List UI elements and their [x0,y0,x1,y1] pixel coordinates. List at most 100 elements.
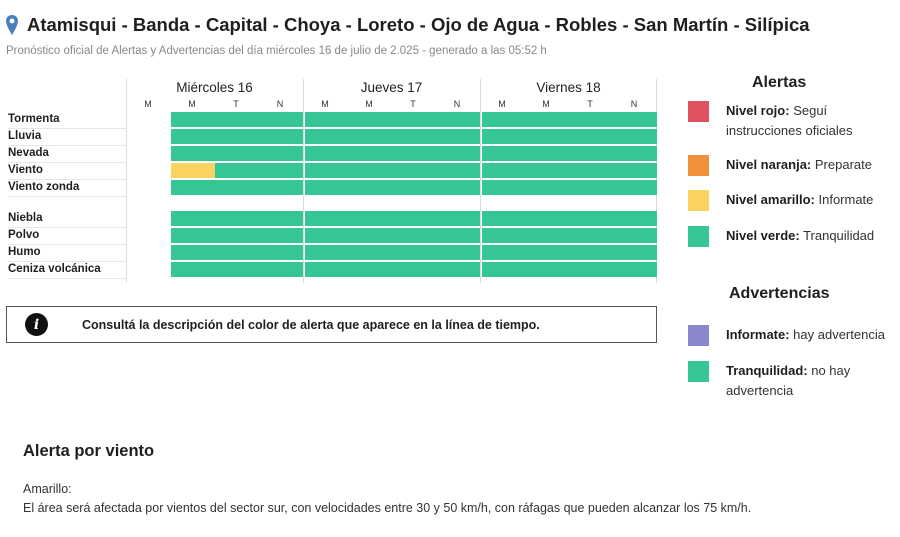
timeline-cell-verde [569,180,613,195]
timeline-cell-verde [305,228,348,243]
slot-header: N [276,99,284,109]
timeline-cell-verde [215,262,259,277]
legend-item-rojo: Nivel rojo: Seguí instrucciones oficiale… [688,101,896,141]
timeline-cell-verde [482,129,525,144]
timeline-cell-verde [436,211,480,226]
timeline-cell-verde [392,262,436,277]
timeline-cell-verde [613,180,657,195]
legend-swatch-violeta [688,325,709,346]
row-divider [8,179,127,180]
map-pin-icon [6,15,18,35]
timeline-cell-verde [392,163,436,178]
slot-header: M [188,99,196,109]
timeline-cell-verde [348,146,392,161]
timeline-cell-verde [569,112,613,127]
timeline-cell-verde [171,129,215,144]
row-label: Viento zonda [8,181,80,193]
info-text: Consultá la descripción del color de ale… [82,317,540,332]
slot-header: T [410,99,416,109]
day-header: Viernes 18 [536,80,601,95]
row-divider [8,162,127,163]
legend-label-naranja: Nivel naranja: [726,157,812,172]
legend-desc-tranquilidad: no hay advertencia [726,363,851,398]
day-separator [303,79,304,283]
timeline-cell-verde [569,129,613,144]
timeline-cell-verde [482,146,525,161]
legend-label-tranquilidad: Tranquilidad: [726,363,808,378]
row-label: Polvo [8,229,40,241]
legend-desc-amarillo: Informate [814,192,874,207]
timeline-cell-verde [215,245,259,260]
legend-warnings-title: Advertencias [729,285,830,302]
timeline-cell-verde [613,146,657,161]
row-divider [8,128,127,129]
timeline-cell-verde [348,245,392,260]
legend-swatch-verde-advertencia [688,361,709,382]
alert-detail-level: Amarillo: [23,482,72,496]
timeline-cell-verde [436,146,480,161]
row-divider [8,261,127,262]
page-title: Atamisqui - Banda - Capital - Choya - Lo… [27,14,810,35]
timeline-cell-verde [525,112,569,127]
timeline-cell-verde [305,211,348,226]
timeline-cell-verde [525,245,569,260]
slot-header: M [365,99,373,109]
timeline-cell-verde [348,228,392,243]
timeline-cell-verde [392,228,436,243]
timeline-cell-verde [525,228,569,243]
timeline-cell-verde [171,211,215,226]
timeline-cell-verde [392,245,436,260]
timeline-cell-verde [392,146,436,161]
timeline-cell-verde [482,163,525,178]
timeline-cell-verde [348,211,392,226]
timeline-cell-verde [305,163,348,178]
timeline-cell-verde [215,180,259,195]
timeline-cell-verde [259,180,303,195]
slot-header: M [498,99,506,109]
row-divider [8,196,127,197]
row-label: Lluvia [8,130,42,142]
timeline-cell-verde [569,228,613,243]
legend-desc-rojo: Seguí instrucciones oficiales [726,103,853,138]
day-header: Jueves 17 [360,80,423,95]
timeline-cell-verde [348,129,392,144]
timeline-cell-verde [305,180,348,195]
timeline-cell-verde [305,146,348,161]
legend-desc-informate: hay advertencia [789,327,885,342]
alert-detail-title: Alerta por viento [23,442,155,460]
timeline-cell-verde [259,228,303,243]
timeline-cell-verde [171,228,215,243]
timeline-cell-verde [215,129,259,144]
timeline-cell-verde [215,211,259,226]
timeline-cell-verde [171,112,215,127]
timeline-cell-verde [171,245,215,260]
info-box: i Consultá la descripción del color de a… [6,306,657,343]
timeline-cell-verde [525,262,569,277]
slot-header: N [630,99,638,109]
timeline-cell-verde [613,112,657,127]
timeline-cell-verde [171,146,215,161]
timeline-cell-verde [482,228,525,243]
timeline-cell-verde [392,112,436,127]
legend-item-verde: Nivel verde: Tranquilidad [688,226,896,247]
day-header: Miércoles 16 [176,80,253,95]
timeline-cell-verde [305,112,348,127]
row-divider [8,278,127,279]
timeline-cell-verde [482,262,525,277]
row-divider [8,244,127,245]
timeline-cell-verde [569,245,613,260]
legend-label-rojo: Nivel rojo: [726,103,790,118]
legend-alerts-title: Alertas [752,74,807,91]
legend-item-tranquilidad: Tranquilidad: no hay advertencia [688,361,876,401]
timeline-cell-verde [613,211,657,226]
title-row: Atamisqui - Banda - Capital - Choya - Lo… [5,14,810,36]
timeline-cell-verde [215,228,259,243]
timeline-cell-verde [305,262,348,277]
row-divider [8,145,127,146]
timeline-cell-amarillo [171,163,215,178]
timeline-cell-verde [525,211,569,226]
timeline-cell-verde [348,163,392,178]
timeline-cell-verde [305,129,348,144]
timeline-cell-verde [215,146,259,161]
timeline-cell-verde [525,146,569,161]
